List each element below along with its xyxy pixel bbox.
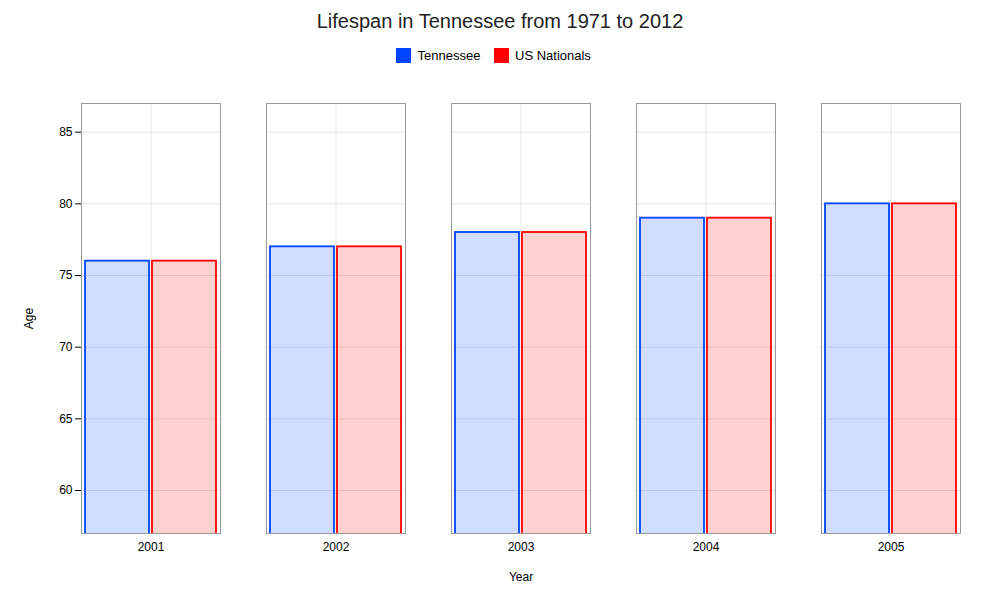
svg-text:2005: 2005 [878, 540, 905, 554]
svg-text:Age: Age [22, 307, 36, 329]
svg-text:85: 85 [59, 125, 73, 139]
html-text:Lifespan in Tennessee from 197: Lifespan in Tennessee from 1971 to 2012 [316, 10, 684, 32]
svg-text:80: 80 [59, 196, 73, 210]
svg-text:60: 60 [59, 483, 73, 497]
svg-text:70: 70 [59, 340, 73, 354]
svg-text:2001: 2001 [138, 540, 165, 554]
svg-text:2002: 2002 [323, 540, 350, 554]
svg-text:2003: 2003 [508, 540, 535, 554]
html-text:Tennessee: Tennessee [417, 48, 481, 63]
svg-text:2004: 2004 [693, 540, 720, 554]
svg-text:Year: Year [509, 569, 533, 583]
html-text:US Nationals: US Nationals [515, 48, 591, 63]
svg-text:75: 75 [59, 268, 73, 282]
svg-text:65: 65 [59, 411, 73, 425]
